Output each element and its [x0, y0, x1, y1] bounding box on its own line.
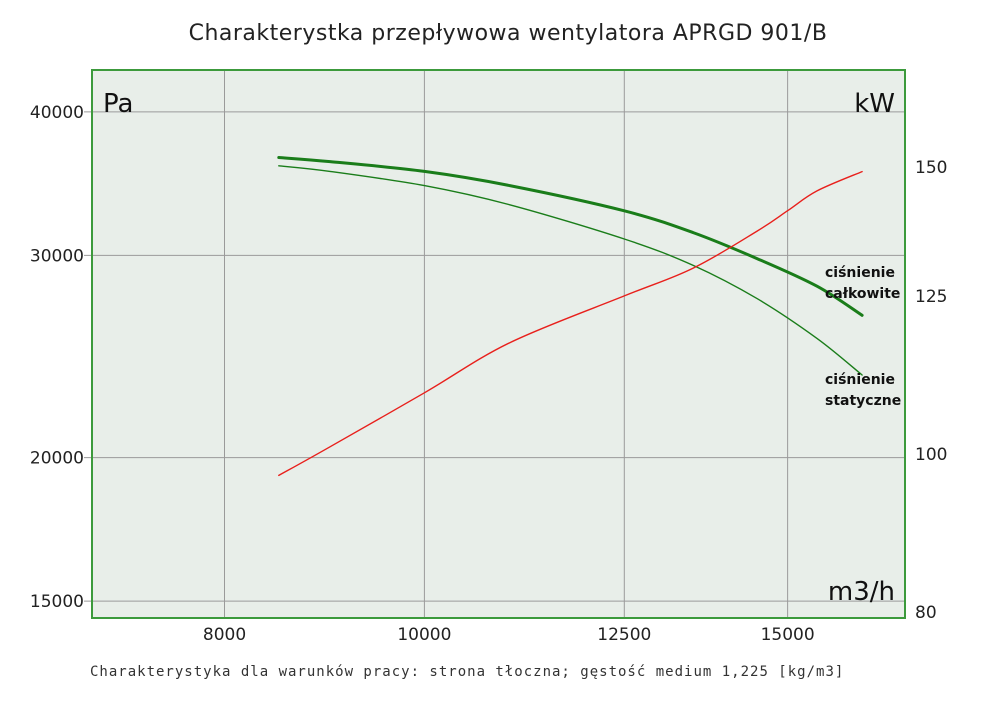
- y2-tick-label-150: 150: [915, 158, 947, 178]
- y-tick-label-20000: 20000: [30, 449, 84, 469]
- x-tick-label-8000: 8000: [203, 625, 246, 645]
- y2-tick-label-100: 100: [915, 445, 947, 465]
- plot-frame: [91, 69, 906, 619]
- y2-tick-label-125: 125: [915, 287, 947, 307]
- series-label-static-pressure-line-1: ciśnienie: [825, 372, 895, 388]
- y-tick-label-15000: 15000: [30, 592, 84, 612]
- y2-axis-unit-label: kW: [854, 89, 895, 119]
- chart-footnote: Charakterystyka dla warunków pracy: stro…: [90, 664, 844, 680]
- x-axis-unit-label: m3/h: [828, 577, 895, 607]
- series-label-total-pressure-line-2: całkowite: [825, 286, 900, 302]
- x-tick-label-10000: 10000: [397, 625, 451, 645]
- y-tick-label-40000: 40000: [30, 103, 84, 123]
- y-tick-label-30000: 30000: [30, 246, 84, 266]
- plot-area: [92, 70, 905, 618]
- y-axis-unit-label: Pa: [103, 89, 133, 119]
- series-lines: [277, 156, 864, 477]
- static-pressure-line: [278, 165, 863, 376]
- x-tick-label-12500: 12500: [597, 625, 651, 645]
- y2-tick-label-80: 80: [915, 603, 937, 623]
- chart-title: Charakterystka przepływowa wentylatora A…: [189, 21, 828, 46]
- series-label-static-pressure-line-2: statyczne: [825, 393, 901, 409]
- x-tick-label-15000: 15000: [761, 625, 815, 645]
- power-line: [278, 170, 863, 477]
- series-label-total-pressure-line-1: ciśnienie: [825, 265, 895, 281]
- tick-labels: 8000 10000 12500 15000 15000 20000 30000 40000 8…: [30, 103, 948, 645]
- grid-lines: [84, 70, 905, 618]
- total-pressure-line: [277, 156, 864, 317]
